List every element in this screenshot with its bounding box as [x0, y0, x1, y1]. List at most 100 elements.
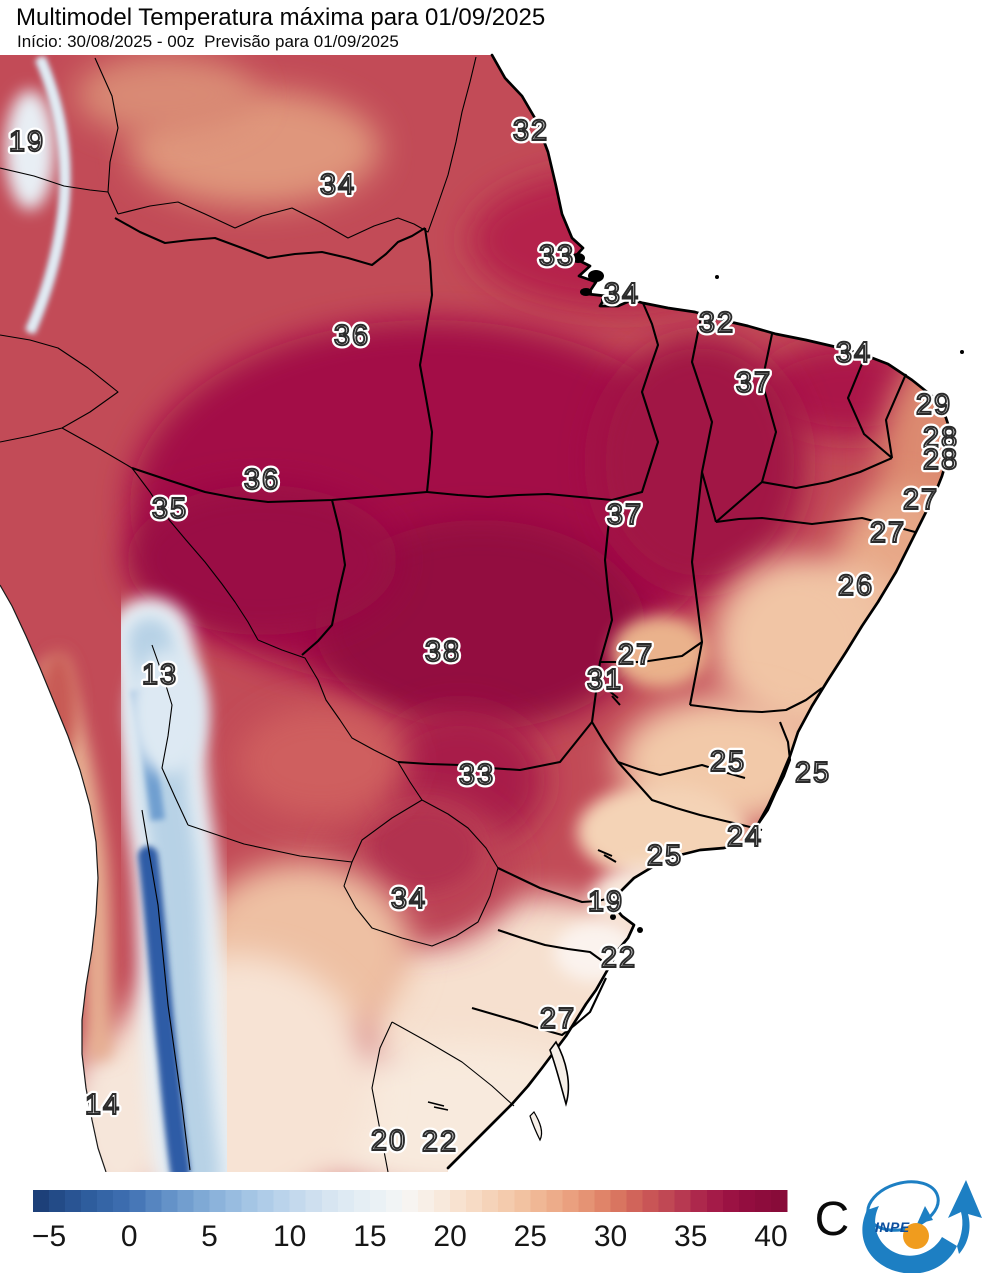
colorbar-segment: [738, 1190, 756, 1212]
temperature-label: 35: [152, 493, 188, 525]
temperature-label: 26: [838, 570, 874, 602]
colorbar-segment: [498, 1190, 515, 1212]
colorbar-segment: [49, 1190, 66, 1212]
colorbar-tick-label: 15: [353, 1220, 386, 1253]
temperature-label: 25: [795, 757, 831, 789]
colorbar-segment: [674, 1190, 692, 1212]
temperature-label: 37: [607, 499, 643, 531]
colorbar-segment: [257, 1190, 275, 1212]
colorbar-segment: [273, 1190, 291, 1212]
colorbar-tick-label: −5: [32, 1220, 66, 1253]
temperature-label: 36: [244, 464, 280, 496]
colorbar-segment: [385, 1190, 403, 1212]
temperature-label: 22: [422, 1126, 458, 1158]
temperature-label: 27: [618, 639, 654, 671]
temperature-label: 24: [727, 821, 763, 853]
colorbar-segment: [241, 1190, 259, 1212]
inpe-orange-dot: [903, 1223, 929, 1249]
temperature-label: 32: [699, 307, 735, 339]
colorbar-segment: [546, 1190, 564, 1212]
temperature-label: 34: [604, 278, 640, 310]
temperature-label: 33: [539, 240, 575, 272]
temperature-label: 27: [618, 639, 654, 671]
colorbar-segment: [305, 1190, 323, 1212]
colorbar-segment: [33, 1190, 50, 1212]
colorbar-segment: [626, 1190, 644, 1212]
temperature-label: 38: [425, 636, 461, 668]
atlantic-coastline: [446, 53, 952, 1170]
colorbar-segment: [177, 1190, 195, 1212]
temperature-label: 32: [513, 115, 549, 147]
temperature-label: 36: [334, 320, 370, 352]
colorbar-segment: [434, 1190, 451, 1212]
celsius-unit-label: C: [815, 1193, 850, 1246]
temperature-label: 27: [903, 484, 939, 516]
colorbar-segment: [722, 1190, 740, 1212]
temperature-label: 31: [587, 664, 623, 696]
temperature-label: 28: [923, 444, 959, 476]
colorbar-segment: [594, 1190, 612, 1212]
colorbar-segment: [369, 1190, 387, 1212]
temperature-label: 19: [9, 126, 45, 158]
colorbar-segment: [145, 1190, 163, 1212]
page-title: Multimodel Temperatura máxima para 01/09…: [16, 4, 546, 31]
colorbar-segment: [97, 1190, 114, 1212]
colorbar-segment: [706, 1190, 724, 1212]
state-borders: [114, 217, 916, 1037]
colorbar-segment: [418, 1190, 435, 1212]
colorbar-segment: [129, 1190, 146, 1212]
colorbar-tick-label: 20: [433, 1220, 466, 1253]
colorbar-segment: [113, 1190, 130, 1212]
colorbar-segment: [466, 1190, 483, 1212]
colorbar-segment: [610, 1190, 628, 1212]
colorbar-tick-label: 25: [514, 1220, 547, 1253]
colorbar-segment: [530, 1190, 548, 1212]
colorbar-segment: [193, 1190, 211, 1212]
temperature-label: 37: [607, 499, 643, 531]
temperature-labels: 1919343432323333343432323636343437372929…: [6, 112, 961, 1162]
colorbar-segment: [482, 1190, 499, 1212]
colorbar-segment: [321, 1190, 339, 1212]
colorbar-segment: [225, 1190, 243, 1212]
colorbar-tick-label: 35: [674, 1220, 707, 1253]
colorbar-segment: [514, 1190, 532, 1212]
temperature-label: 37: [736, 367, 772, 399]
colorbar: [33, 1190, 788, 1212]
colorbar-tick-label: 30: [594, 1220, 627, 1253]
temperature-label: 19: [9, 126, 45, 158]
temperature-label: 33: [459, 759, 495, 791]
temperature-label: 38: [425, 636, 461, 668]
temperature-label: 20: [371, 1125, 407, 1157]
temperature-label: 34: [836, 337, 872, 369]
temperature-label: 25: [647, 840, 683, 872]
temperature-label: 36: [244, 464, 280, 496]
colorbar-segment: [754, 1190, 772, 1212]
temperature-label: 20: [371, 1125, 407, 1157]
colorbar-segment: [642, 1190, 660, 1212]
temperature-label: 13: [142, 659, 178, 691]
temperature-label: 34: [391, 883, 427, 915]
colorbar-segment: [578, 1190, 596, 1212]
temperature-label: 28: [923, 422, 959, 454]
colorbar-tick-label: 5: [201, 1220, 218, 1253]
colorbar-ticks: −5 0 5 10 15 20 25 30 35 40: [32, 1220, 788, 1253]
temperature-label: 25: [710, 746, 746, 778]
inpe-logo-text: INPE: [875, 1219, 910, 1235]
temperature-label: 19: [588, 886, 624, 918]
colorbar-segment: [562, 1190, 580, 1212]
temperature-label: 26: [838, 570, 874, 602]
temperature-label: 29: [916, 389, 952, 421]
colorbar-tick-label: 10: [273, 1220, 306, 1253]
temperature-label: 34: [391, 883, 427, 915]
temperature-label: 33: [459, 759, 495, 791]
colorbar-segment: [690, 1190, 708, 1212]
temperature-label: 13: [142, 659, 178, 691]
colorbar-segment: [658, 1190, 676, 1212]
temperature-label: 27: [870, 517, 906, 549]
temperature-label: 27: [903, 484, 939, 516]
temperature-label: 35: [152, 493, 188, 525]
colorbar-tick-label: 0: [121, 1220, 138, 1253]
temperature-label: 28: [923, 422, 959, 454]
temperature-label: 27: [870, 517, 906, 549]
